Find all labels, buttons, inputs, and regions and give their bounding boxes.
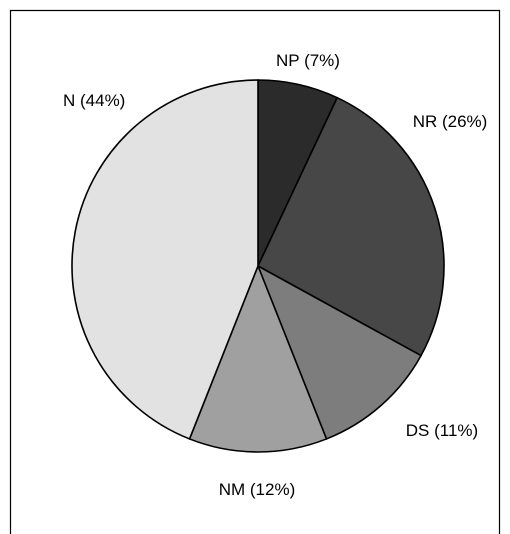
slice-label-nm: NM (12%) xyxy=(219,480,296,499)
pie-labels: NP (7%) NR (26%) DS (11%) NM (12%) N (44%) xyxy=(63,51,487,499)
pie-slice-nm xyxy=(188,263,328,453)
slice-label-nr: NR (26%) xyxy=(413,112,488,131)
slice-label-ds: DS (11%) xyxy=(406,421,478,440)
pie-slices xyxy=(71,79,445,453)
slice-label-np: NP (7%) xyxy=(276,51,340,70)
slice-label-n: N (44%) xyxy=(63,91,125,110)
pie-slice-n xyxy=(71,79,259,440)
pie-slice-ds xyxy=(256,264,423,440)
chart-border xyxy=(9,9,501,534)
